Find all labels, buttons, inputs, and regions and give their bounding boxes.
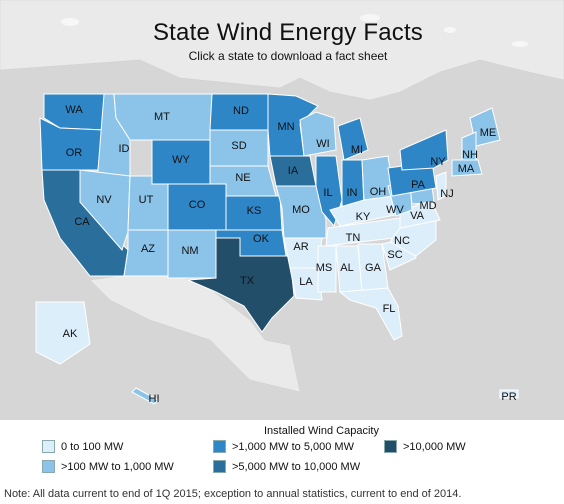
legend-title: Installed Wind Capacity bbox=[264, 425, 379, 437]
state-ms[interactable] bbox=[317, 245, 337, 293]
state-fl[interactable] bbox=[338, 287, 403, 341]
page-subtitle: Click a state to download a fact sheet bbox=[188, 49, 388, 63]
state-ks[interactable] bbox=[225, 195, 283, 231]
state-wy[interactable] bbox=[151, 139, 211, 185]
state-hi[interactable] bbox=[131, 387, 159, 405]
page-title: State Wind Energy Facts bbox=[152, 19, 424, 46]
state-wi[interactable] bbox=[299, 111, 337, 157]
state-mt[interactable] bbox=[113, 93, 213, 141]
state-co[interactable] bbox=[167, 183, 227, 231]
canada-land bbox=[0, 0, 564, 101]
state-az[interactable] bbox=[123, 229, 169, 277]
legend-label: >1,000 MW to 5,000 MW bbox=[232, 440, 354, 453]
legend-swatch bbox=[213, 460, 226, 473]
legend-label: >5,000 MW to 10,000 MW bbox=[232, 460, 361, 473]
legend-item-5000-10000: >5,000 MW to 10,000 MW bbox=[213, 460, 360, 473]
state-ma[interactable] bbox=[451, 159, 483, 177]
legend-item-1000-5000: >1,000 MW to 5,000 MW bbox=[213, 440, 354, 453]
legend-item-100-1000: >100 MW to 1,000 MW bbox=[42, 460, 174, 473]
canadian-lakes bbox=[61, 14, 528, 57]
state-mi[interactable] bbox=[337, 117, 369, 161]
state-la[interactable] bbox=[289, 267, 323, 301]
state-ga[interactable] bbox=[357, 243, 389, 293]
legend-swatch bbox=[42, 460, 55, 473]
state-nv[interactable] bbox=[79, 169, 131, 251]
state-ny[interactable] bbox=[399, 129, 449, 171]
legend-label: >100 MW to 1,000 MW bbox=[61, 460, 174, 473]
state-ia[interactable] bbox=[269, 155, 317, 187]
state-nm[interactable] bbox=[167, 229, 217, 279]
state-ar[interactable] bbox=[283, 237, 323, 269]
legend-swatch bbox=[213, 440, 226, 453]
legend-item-over-10000: >10,000 MW bbox=[384, 440, 466, 453]
state-al[interactable] bbox=[335, 245, 363, 293]
legend-swatch bbox=[42, 440, 55, 453]
state-nj[interactable] bbox=[435, 171, 447, 201]
us-state-map[interactable]: WAORCAIDNVMTWYUTAZCONMNDSDNEKSOKTXMNIAMO… bbox=[0, 0, 564, 420]
footnote: Note: All data current to end of 1Q 2015… bbox=[4, 488, 462, 500]
state-nh[interactable] bbox=[461, 131, 477, 163]
state-nd[interactable] bbox=[209, 93, 269, 131]
state-pr[interactable] bbox=[499, 389, 519, 399]
state-in[interactable] bbox=[341, 159, 365, 207]
state-tx[interactable] bbox=[187, 237, 295, 333]
legend-swatch bbox=[384, 440, 397, 453]
state-ut[interactable] bbox=[127, 175, 169, 231]
legend-item-0-100: 0 to 100 MW bbox=[42, 440, 123, 453]
legend-label: >10,000 MW bbox=[403, 440, 466, 453]
state-ak[interactable] bbox=[35, 301, 91, 365]
map-panel: WA OR CA ID NV MT WY UT AZ CO NM ND SD NE KS OK TX MN IA MO… bbox=[0, 0, 564, 420]
legend-label: 0 to 100 MW bbox=[61, 440, 124, 453]
state-sd[interactable] bbox=[209, 129, 269, 167]
